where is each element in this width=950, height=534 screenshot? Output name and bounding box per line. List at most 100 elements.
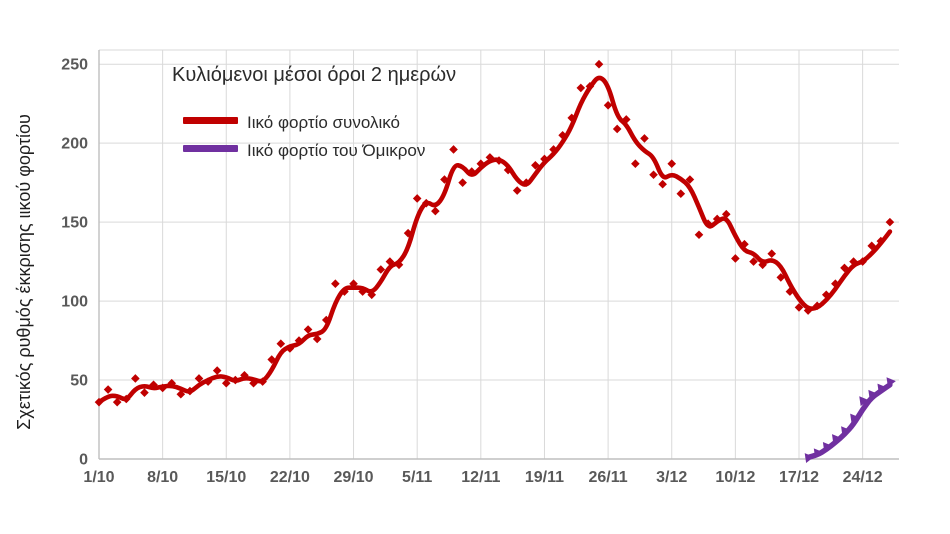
diamond-marker	[312, 334, 322, 344]
diamond-marker	[258, 377, 267, 386]
x-tick-label: 19/11	[525, 469, 564, 486]
triangle-marker	[813, 448, 824, 459]
diamond-marker	[821, 290, 831, 300]
diamond-marker	[567, 113, 577, 123]
diamond-marker	[721, 209, 731, 219]
legend-omicron-swatch	[183, 145, 238, 152]
diamond-marker	[221, 378, 231, 388]
diamond-marker	[512, 186, 522, 195]
x-tick-label: 29/10	[334, 469, 374, 486]
diamond-marker	[840, 263, 849, 273]
diamond-marker	[540, 154, 549, 164]
diamond-marker	[612, 124, 622, 134]
diamond-marker	[267, 355, 277, 364]
diamond-marker	[876, 236, 886, 246]
diamond-marker	[158, 383, 167, 393]
diamond-marker	[858, 257, 867, 266]
diamond-marker	[649, 170, 658, 180]
diamond-marker	[203, 377, 213, 386]
diamond-marker	[558, 130, 567, 140]
diamond-marker	[867, 241, 877, 251]
y-tick-label: 250	[61, 57, 88, 74]
x-tick-label: 5/11	[402, 469, 432, 486]
diamond-marker	[385, 257, 395, 266]
diamond-marker	[640, 134, 649, 143]
diamond-marker	[340, 287, 349, 296]
diamond-marker	[503, 165, 513, 175]
legend-total-label: Ιικό φορτίο συνολικό	[247, 113, 400, 132]
diamond-marker	[594, 59, 604, 69]
diamond-marker	[731, 254, 740, 263]
x-tick-label: 12/11	[461, 469, 500, 486]
diamond-marker	[303, 325, 313, 334]
diamond-marker	[240, 371, 249, 380]
diamond-marker	[321, 315, 331, 325]
x-tick-label: 3/12	[656, 469, 687, 486]
triangle-marker	[859, 396, 869, 407]
data-series	[94, 59, 896, 464]
diamond-marker	[394, 260, 404, 270]
x-tick-label: 8/10	[147, 469, 178, 486]
total-daily-markers	[94, 59, 895, 407]
diamond-marker	[831, 279, 840, 289]
y-tick-label: 0	[79, 452, 88, 469]
y-tick-label: 200	[61, 136, 88, 153]
diamond-marker	[331, 279, 340, 289]
triangle-marker	[886, 377, 896, 388]
legend: Ιικό φορτίο συνολικό Ιικό φορτίο του Όμι…	[183, 113, 425, 160]
chart-title: Κυλιόμενοι μέσοι όροι 2 ημερών	[172, 64, 456, 86]
diamond-marker	[449, 145, 458, 154]
diamond-marker	[231, 375, 240, 385]
y-tick-label: 100	[61, 294, 88, 311]
diamond-marker	[803, 306, 813, 315]
diamond-marker	[485, 153, 495, 162]
legend-total-swatch	[183, 117, 238, 124]
diamond-marker	[176, 389, 186, 399]
diamond-marker	[694, 230, 704, 240]
diamond-marker	[776, 273, 786, 282]
triangle-marker	[850, 413, 860, 424]
diamond-marker	[767, 249, 777, 259]
diamond-marker	[421, 198, 431, 208]
legend-omicron-label: Ιικό φορτίο του Όμικρον	[247, 141, 425, 160]
diamond-marker	[376, 265, 386, 274]
diamond-marker	[149, 380, 158, 390]
diamond-marker	[812, 301, 822, 311]
diamond-marker	[885, 217, 895, 227]
diamond-marker	[467, 167, 477, 176]
diamond-marker	[167, 378, 177, 388]
x-tick-label: 17/12	[779, 469, 819, 486]
diamond-marker	[849, 257, 858, 266]
diamond-marker	[603, 100, 613, 110]
diamond-marker	[121, 394, 131, 404]
diamond-marker	[749, 257, 758, 266]
diamond-marker	[185, 386, 195, 396]
diamond-marker	[212, 366, 222, 375]
x-tick-label: 1/10	[83, 469, 114, 486]
diamond-marker	[285, 344, 295, 353]
diamond-marker	[403, 228, 413, 238]
diamond-marker	[740, 239, 749, 249]
x-tick-label: 22/10	[270, 469, 310, 486]
diamond-marker	[794, 303, 804, 312]
diamond-marker	[703, 219, 713, 229]
diamond-marker	[112, 397, 122, 407]
x-tick-label: 24/12	[843, 469, 883, 486]
diamond-marker	[476, 159, 486, 168]
triangle-marker	[822, 442, 833, 452]
triangle-marker	[877, 383, 887, 394]
diamond-marker	[585, 82, 595, 91]
diamond-marker	[276, 339, 286, 349]
diamond-marker	[576, 83, 586, 93]
diamond-marker	[712, 214, 722, 224]
x-tick-label: 26/11	[589, 469, 628, 486]
diamond-marker	[431, 206, 440, 216]
diamond-marker	[131, 374, 140, 383]
diamond-marker	[358, 287, 367, 296]
triangle-marker	[841, 426, 851, 437]
x-tick-label: 10/12	[715, 469, 755, 486]
x-tick-label: 15/10	[206, 469, 246, 486]
diamond-marker	[676, 189, 686, 199]
